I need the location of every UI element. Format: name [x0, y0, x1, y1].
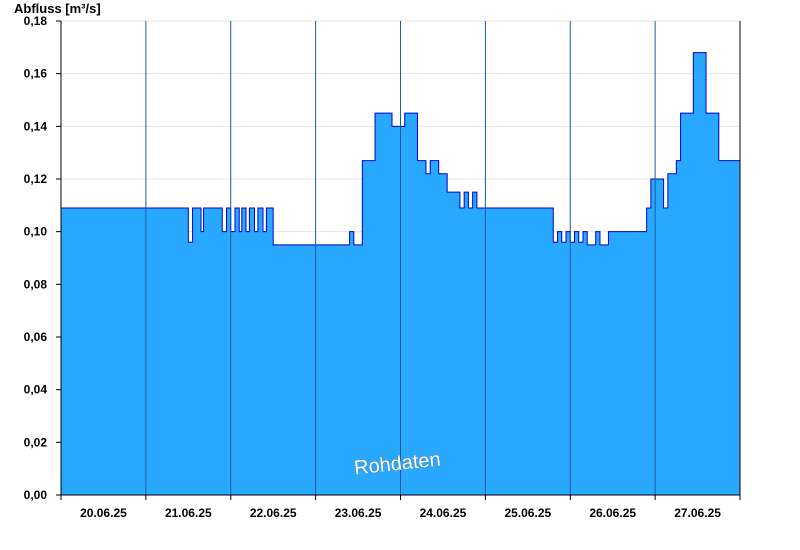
x-tick-label: 26.06.25: [589, 506, 636, 520]
x-tick-label: 21.06.25: [165, 506, 212, 520]
y-axis-title: Abfluss [m³/s]: [14, 1, 101, 16]
y-tick-label: 0,16: [24, 67, 48, 81]
x-tick-label: 27.06.25: [674, 506, 721, 520]
y-ticks: 0,00 0,02 0,04 0,06 0,08 0,10 0,12 0,14 0,16 0,18: [24, 14, 61, 502]
x-ticks: 20.06.25 21.06.25 22.06.25 23.06.25 24.06.25…: [60, 495, 741, 520]
y-tick-label: 0,10: [24, 225, 48, 239]
y-tick-label: 0,04: [24, 383, 48, 397]
y-tick-label: 0,14: [24, 119, 48, 133]
y-tick-label: 0,12: [24, 172, 48, 186]
x-tick-label: 24.06.25: [420, 506, 467, 520]
y-tick-label: 0,00: [24, 488, 48, 502]
x-tick-label: 23.06.25: [335, 506, 382, 520]
x-tick-label: 20.06.25: [80, 506, 127, 520]
y-tick-label: 0,18: [24, 14, 48, 28]
x-tick-label: 25.06.25: [504, 506, 551, 520]
y-tick-label: 0,08: [24, 277, 48, 291]
x-tick-label: 22.06.25: [250, 506, 297, 520]
series-line: [61, 52, 740, 246]
day-separators: [145, 21, 656, 495]
y-tick-label: 0,06: [24, 330, 48, 344]
y-tick-label: 0,02: [24, 435, 48, 449]
